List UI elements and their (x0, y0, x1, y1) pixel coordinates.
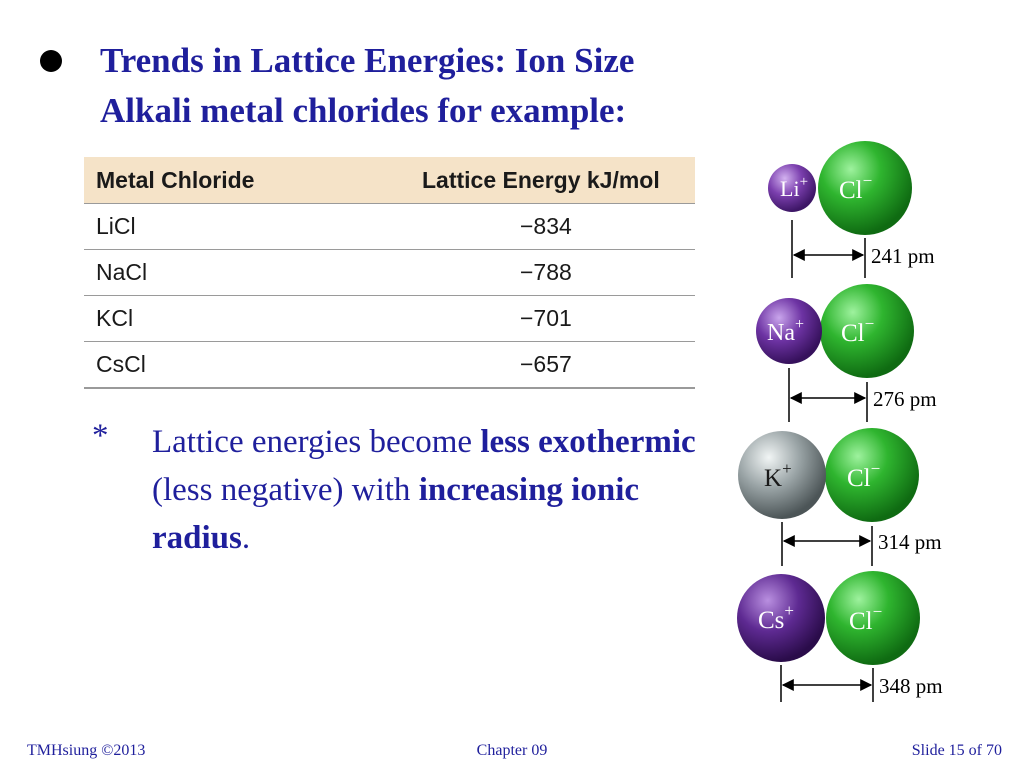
chloride-ion-sphere (818, 141, 912, 235)
distance-label: 348 pm (879, 674, 943, 698)
table-row: CsCl −657 (84, 342, 695, 389)
ion-pair-cscl: Cs+ Cl− 348 pm (737, 571, 943, 702)
title-line-2: Alkali metal chlorides for example: (100, 91, 627, 130)
anion-label: Cl− (849, 602, 882, 635)
cell-energy: −834 (520, 213, 572, 239)
table-row: LiCl −834 (84, 204, 695, 250)
ion-size-diagram: Li+ Cl− 241 pm Na+ Cl− 276 pm K+ Cl− (737, 141, 943, 702)
anion-label: Cl− (841, 314, 874, 347)
anion-label: Cl− (847, 459, 880, 492)
note-bold-2: increasing ionic radius (152, 472, 640, 556)
table-header: Metal Chloride Lattice Energy kJ/mol (84, 157, 695, 204)
chloride-ion-sphere (826, 571, 920, 665)
cell-energy: −788 (520, 259, 572, 285)
header-lattice-energy: Lattice Energy kJ/mol (422, 166, 660, 193)
cation-label: Li+ (780, 174, 808, 201)
cation-label: Na+ (767, 316, 804, 346)
ion-pair-nacl: Na+ Cl− 276 pm (756, 284, 937, 422)
anion-label: Cl− (839, 171, 872, 204)
cell-compound: CsCl (96, 351, 146, 377)
cell-compound: KCl (96, 305, 134, 331)
ion-pair-kcl: K+ Cl− 314 pm (738, 428, 942, 566)
footer-chapter: Chapter 09 (476, 742, 548, 759)
distance-label: 276 pm (873, 387, 937, 411)
note-part-1: Lattice energies become (152, 424, 481, 460)
table-row: KCl −701 (84, 296, 695, 342)
slide-title: Trends in Lattice Energies: Ion Size Alk… (100, 36, 740, 136)
note-part-2: (less negative) with (152, 472, 419, 508)
note-part-3: . (241, 520, 251, 556)
title-bullet (40, 50, 62, 72)
chloride-ion-sphere (820, 284, 914, 378)
footer-author: TMHsiung ©2013 (27, 742, 146, 759)
note-text: Lattice energies become less exothermic … (152, 418, 712, 562)
note-marker: * (92, 418, 109, 454)
cell-energy: −701 (520, 305, 572, 331)
lattice-energy-table: Metal Chloride Lattice Energy kJ/mol LiC… (84, 157, 695, 389)
table-row: NaCl −788 (84, 250, 695, 296)
distance-label: 314 pm (878, 530, 942, 554)
lithium-ion-sphere (768, 164, 816, 212)
cell-compound: LiCl (96, 213, 136, 239)
ion-pair-licl: Li+ Cl− 241 pm (768, 141, 935, 278)
cation-label: K+ (764, 459, 792, 492)
title-line-1: Trends in Lattice Energies: Ion Size (100, 41, 635, 80)
sodium-ion-sphere (756, 298, 822, 364)
potassium-ion-sphere (738, 431, 826, 519)
distance-label: 241 pm (871, 244, 935, 268)
chloride-ion-sphere (825, 428, 919, 522)
cell-energy: −657 (520, 351, 572, 377)
cesium-ion-sphere (737, 574, 825, 662)
footer-slide-number: Slide 15 of 70 (911, 742, 1002, 759)
note-bold-1: less exothermic (480, 424, 696, 460)
header-metal-chloride: Metal Chloride (96, 166, 255, 193)
cation-label: Cs+ (758, 601, 794, 634)
cell-compound: NaCl (96, 259, 148, 285)
